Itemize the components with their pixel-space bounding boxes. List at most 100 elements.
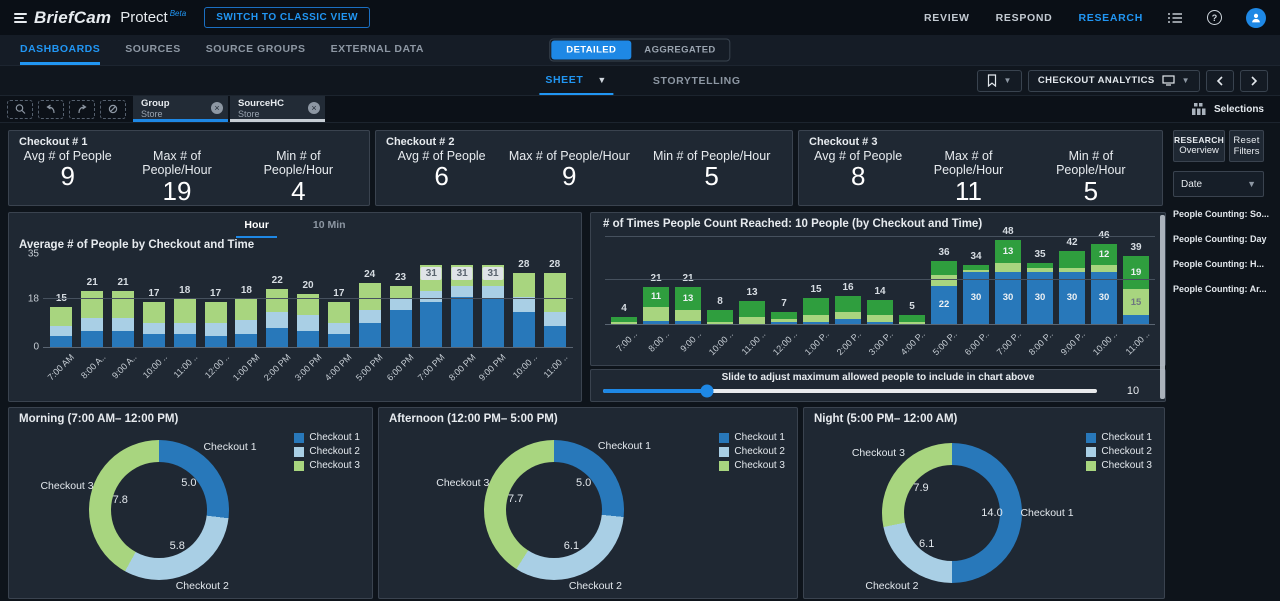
bar-segment-checkout-1[interactable] (50, 336, 72, 347)
bar-segment-checkout-2[interactable] (544, 312, 566, 325)
bar-segment-checkout-1[interactable]: 22 (931, 286, 957, 324)
stacked-bar[interactable] (513, 273, 535, 347)
stacked-bar[interactable]: 30 (1027, 263, 1053, 324)
bar-segment-checkout-3[interactable] (81, 291, 103, 318)
stacked-bar[interactable]: 13 (675, 287, 701, 324)
bar-segment-checkout-1[interactable] (81, 331, 103, 347)
bar-segment-checkout-1[interactable] (205, 336, 227, 347)
top-nav-respond[interactable]: RESPOND (996, 12, 1053, 24)
stacked-bar[interactable]: 22 (931, 261, 957, 324)
stacked-bar[interactable]: 1519 (1123, 256, 1149, 324)
selections-forward-icon[interactable] (69, 100, 95, 119)
bar-segment-checkout-1[interactable] (835, 319, 861, 324)
bar-segment-checkout-2[interactable] (643, 307, 669, 321)
bar-segment-checkout-2[interactable] (451, 286, 473, 297)
remove-filter-icon[interactable]: × (308, 102, 320, 114)
legend-item[interactable]: Checkout 1 (294, 432, 360, 443)
bar-segment-checkout-1[interactable] (675, 321, 701, 325)
bar-segment-checkout-3[interactable] (235, 299, 257, 320)
count-reached-bar-chart[interactable]: 4112113218137151614522363034301348303530… (605, 233, 1155, 357)
bar-segment-checkout-2[interactable] (611, 322, 637, 324)
bar-segment-checkout-2[interactable] (931, 275, 957, 285)
bar-segment-checkout-2[interactable]: 15 (1123, 289, 1149, 315)
bar-segment-checkout-2[interactable] (297, 315, 319, 331)
tab-external-data[interactable]: EXTERNAL DATA (331, 35, 424, 65)
stacked-bar[interactable] (771, 312, 797, 324)
top-nav-research[interactable]: RESEARCH (1078, 12, 1143, 24)
bar-segment-checkout-3[interactable] (205, 302, 227, 323)
tab-10-min[interactable]: 10 Min (305, 216, 354, 238)
bar-segment-checkout-1[interactable] (771, 322, 797, 324)
stacked-bar[interactable] (112, 291, 134, 347)
bar-segment-checkout-3[interactable] (266, 289, 288, 313)
stacked-bar[interactable] (899, 315, 925, 324)
stacked-bar[interactable] (328, 302, 350, 347)
bar-segment-checkout-2[interactable] (50, 326, 72, 337)
bar-segment-checkout-2[interactable] (174, 323, 196, 334)
bar-segment-checkout-1[interactable] (390, 310, 412, 347)
stacked-bar[interactable]: 30 (963, 265, 989, 325)
tab-hour[interactable]: Hour (236, 216, 277, 238)
next-sheet-button[interactable] (1240, 70, 1268, 92)
bar-segment-checkout-1[interactable] (451, 297, 473, 347)
bar-segment-checkout-2[interactable] (112, 318, 134, 331)
clear-selections-icon[interactable] (100, 100, 126, 119)
bar-segment-checkout-1[interactable] (643, 321, 669, 325)
legend-item[interactable]: Checkout 3 (1086, 460, 1152, 471)
bar-segment-checkout-3[interactable] (359, 283, 381, 310)
sidebar-filter-item[interactable]: People Counting: So... (1173, 209, 1264, 219)
stacked-bar[interactable]: 3013 (995, 240, 1021, 324)
bar-segment-checkout-2[interactable] (739, 317, 765, 324)
bar-segment-checkout-3[interactable] (544, 273, 566, 313)
sidebar-filter-item[interactable]: People Counting: Ar... (1173, 284, 1264, 294)
bar-segment-checkout-1[interactable] (359, 323, 381, 347)
bar-segment-checkout-2[interactable] (235, 320, 257, 333)
stacked-bar[interactable] (544, 273, 566, 347)
date-filter-dropdown[interactable]: Date ▼ (1173, 171, 1264, 197)
bar-segment-checkout-2[interactable] (328, 323, 350, 334)
bar-segment-checkout-2[interactable] (835, 312, 861, 319)
legend-item[interactable]: Checkout 1 (1086, 432, 1152, 443)
bar-segment-checkout-3[interactable] (835, 296, 861, 312)
bar-segment-checkout-3[interactable] (803, 298, 829, 315)
bar-segment-checkout-2[interactable] (420, 291, 442, 302)
stacked-bar[interactable] (297, 294, 319, 347)
bar-segment-checkout-3[interactable] (143, 302, 165, 323)
sidebar-filter-item[interactable]: People Counting: Day (1173, 234, 1264, 244)
bar-segment-checkout-2[interactable] (675, 310, 701, 321)
remove-filter-icon[interactable]: × (211, 102, 223, 114)
bookmark-button[interactable]: ▼ (977, 70, 1022, 92)
bar-segment-checkout-2[interactable] (899, 322, 925, 324)
tab-sheet[interactable]: SHEET▼ (539, 66, 613, 95)
bar-segment-checkout-3[interactable] (513, 273, 535, 297)
tab-source-groups[interactable]: SOURCE GROUPS (206, 35, 306, 65)
bar-segment-checkout-3[interactable] (112, 291, 134, 318)
bar-segment-checkout-1[interactable] (112, 331, 134, 347)
morning-donut-chart[interactable] (89, 440, 229, 580)
bar-segment-checkout-3[interactable] (771, 312, 797, 319)
top-nav-review[interactable]: REVIEW (924, 12, 970, 24)
tab-storytelling[interactable]: STORYTELLING (653, 66, 741, 95)
bar-segment-checkout-2[interactable] (707, 322, 733, 324)
stacked-bar[interactable] (50, 307, 72, 347)
bar-segment-checkout-1[interactable] (1123, 315, 1149, 324)
bar-segment-checkout-3[interactable] (707, 310, 733, 322)
bar-segment-checkout-3[interactable]: 13 (675, 287, 701, 310)
tasks-icon[interactable] (1167, 11, 1183, 25)
stacked-bar[interactable]: 11 (643, 287, 669, 324)
bar-segment-checkout-1[interactable] (235, 334, 257, 347)
vertical-scrollbar[interactable] (1160, 215, 1165, 399)
bar-segment-checkout-1[interactable] (482, 299, 504, 347)
bar-segment-checkout-2[interactable] (390, 299, 412, 310)
legend-item[interactable]: Checkout 2 (719, 446, 785, 457)
bar-segment-checkout-2[interactable] (81, 318, 103, 331)
legend-item[interactable]: Checkout 3 (294, 460, 360, 471)
bar-segment-checkout-3[interactable] (867, 300, 893, 316)
stacked-bar[interactable] (867, 300, 893, 325)
research-overview-button[interactable]: RESEARCH Overview (1173, 130, 1225, 162)
bar-segment-checkout-1[interactable] (513, 312, 535, 347)
selections-button[interactable]: Selections (1192, 96, 1280, 122)
legend-item[interactable]: Checkout 3 (719, 460, 785, 471)
bar-segment-checkout-2[interactable] (995, 263, 1021, 272)
stacked-bar[interactable] (81, 291, 103, 347)
